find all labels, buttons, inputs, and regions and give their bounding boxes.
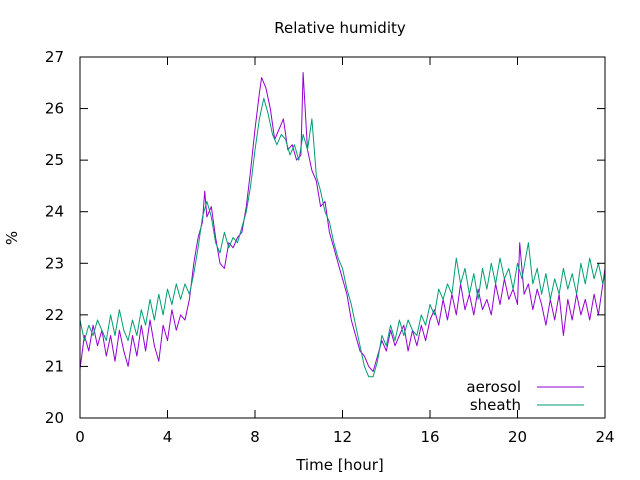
legend-label-aerosol: aerosol xyxy=(466,378,521,396)
x-axis-label: Time [hour] xyxy=(295,456,384,474)
x-tick-label: 8 xyxy=(250,428,260,446)
y-tick-label: 24 xyxy=(45,203,64,221)
x-tick-label: 12 xyxy=(333,428,352,446)
plot-lines xyxy=(79,72,606,378)
x-tick-label: 16 xyxy=(420,428,439,446)
y-axis-ticks: 20 21 22 23 24 25 26 27 xyxy=(45,48,605,427)
series-line-sheath xyxy=(79,97,606,378)
y-tick-label: 23 xyxy=(45,254,64,272)
y-tick-label: 20 xyxy=(45,409,64,427)
x-tick-label: 0 xyxy=(75,428,85,446)
x-tick-label: 4 xyxy=(163,428,173,446)
x-tick-label: 20 xyxy=(508,428,527,446)
series-line-aerosol xyxy=(79,72,606,373)
x-tick-label: 24 xyxy=(595,428,614,446)
y-tick-label: 26 xyxy=(45,100,64,118)
plot-frame xyxy=(79,56,606,419)
y-tick-label: 21 xyxy=(45,357,64,375)
y-tick-label: 27 xyxy=(45,48,64,66)
y-tick-label: 25 xyxy=(45,151,64,169)
y-tick-label: 22 xyxy=(45,306,64,324)
legend-label-sheath: sheath xyxy=(470,396,521,414)
y-axis-label: % xyxy=(3,231,21,245)
chart-title: Relative humidity xyxy=(274,19,406,37)
x-axis-ticks: 0 4 8 12 16 20 24 xyxy=(75,57,615,446)
